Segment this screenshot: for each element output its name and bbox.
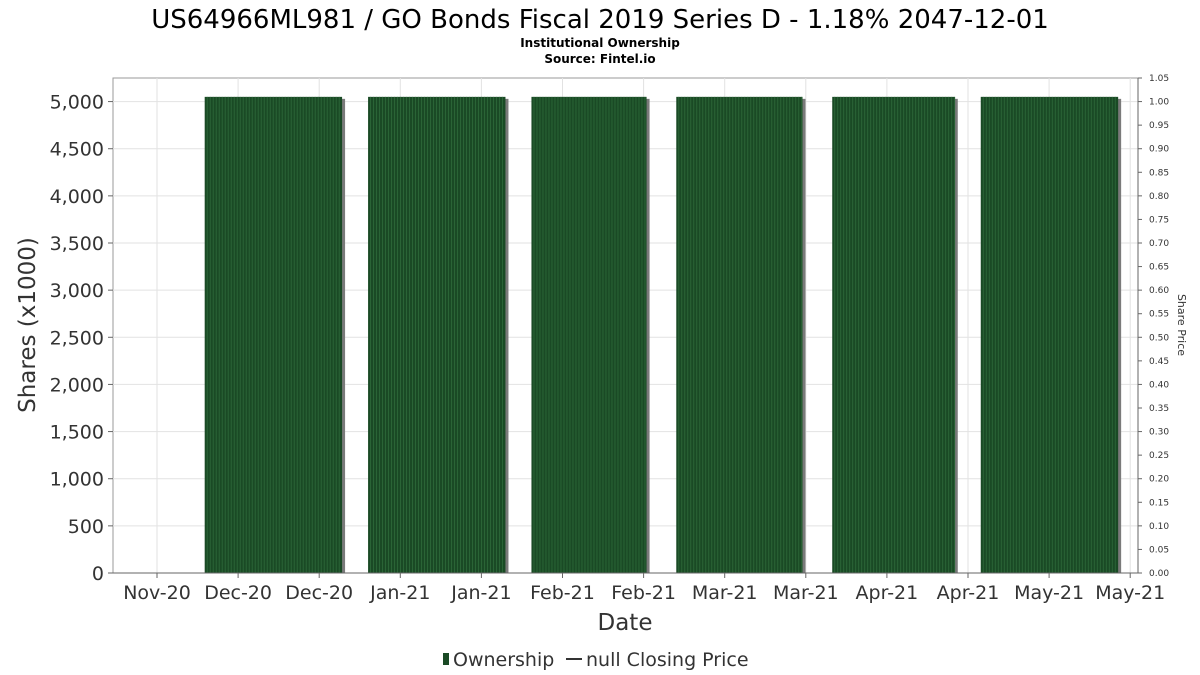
ownership-bar-stripes <box>834 96 956 573</box>
y2-tick-label: 0.35 <box>1149 404 1169 414</box>
y2-tick-label: 0.75 <box>1149 215 1169 225</box>
x-tick-label: May-21 <box>1095 582 1165 604</box>
y-axis-ticks: 0 500 1,000 1,500 2,000 2,500 3,000 3,500 4,000 4… <box>50 92 113 585</box>
y-tick-label: 2,500 <box>50 327 104 349</box>
y2-tick-label: 0.05 <box>1149 545 1169 555</box>
ownership-bar <box>531 96 647 573</box>
y2-tick-label: 0.55 <box>1149 310 1169 320</box>
x-tick-label: Jan-21 <box>369 582 430 604</box>
y-tick-label: 1,000 <box>50 469 104 491</box>
y-tick-label: 3,000 <box>50 280 104 302</box>
y-tick-label: 4,500 <box>50 139 104 161</box>
x-axis-label: Date <box>598 610 653 636</box>
secondary-y-axis-ticks: 0.00 0.05 0.10 0.15 0.20 0.25 0.30 0.35 0.40 0.45… <box>1138 74 1169 579</box>
y-tick-label: 5,000 <box>50 92 104 114</box>
x-tick-label: Feb-21 <box>611 582 676 604</box>
y2-tick-label: 0.30 <box>1149 428 1169 438</box>
y2-tick-label: 0.85 <box>1149 168 1169 178</box>
x-tick-label: May-21 <box>1014 582 1084 604</box>
y2-tick-label: 0.60 <box>1149 286 1169 296</box>
ownership-bar-stripes <box>370 96 503 573</box>
y2-tick-label: 0.80 <box>1149 192 1169 202</box>
x-tick-label: Feb-21 <box>530 582 595 604</box>
x-tick-label: Dec-20 <box>204 582 272 604</box>
ownership-bar-stripes <box>982 96 1116 573</box>
y2-tick-label: 0.25 <box>1149 451 1169 461</box>
y2-tick-label: 0.45 <box>1149 357 1169 367</box>
y-tick-label: 4,000 <box>50 186 104 208</box>
y2-tick-label: 0.00 <box>1149 569 1169 579</box>
y2-tick-label: 0.65 <box>1149 263 1169 273</box>
ownership-bar <box>676 96 803 573</box>
x-tick-label: Apr-21 <box>937 582 1000 604</box>
y-axis-label: Shares (x1000) <box>15 237 41 413</box>
legend-closing-price-label: null Closing Price <box>586 649 749 671</box>
y2-tick-label: 0.50 <box>1149 333 1169 343</box>
x-tick-label: Dec-20 <box>285 582 353 604</box>
y2-tick-label: 0.20 <box>1149 475 1169 485</box>
ownership-bar-stripes <box>678 96 803 573</box>
secondary-y-axis-label: Share Price <box>1175 294 1188 356</box>
y2-tick-label: 0.10 <box>1149 522 1169 532</box>
legend: Ownership null Closing Price <box>443 649 749 671</box>
legend-ownership-label: Ownership <box>453 649 554 671</box>
x-tick-label: Nov-20 <box>123 582 191 604</box>
y-tick-label: 0 <box>92 563 104 585</box>
chart-subtitle-line-2: Source: Fintel.io <box>544 52 655 66</box>
chart-subtitle-line-1: Institutional Ownership <box>520 36 680 50</box>
chart-title: US64966ML981 / GO Bonds Fiscal 2019 Seri… <box>151 5 1049 35</box>
x-tick-label: Mar-21 <box>692 582 758 604</box>
y2-tick-label: 0.70 <box>1149 239 1169 249</box>
legend-ownership-swatch <box>443 653 449 665</box>
x-tick-label: Mar-21 <box>773 582 839 604</box>
y2-tick-label: 0.15 <box>1149 498 1169 508</box>
y2-tick-label: 1.05 <box>1149 74 1169 84</box>
y2-tick-label: 1.00 <box>1149 98 1169 108</box>
y2-tick-label: 0.90 <box>1149 145 1169 155</box>
x-axis-ticks: Nov-20 Dec-20 Dec-20 Jan-21 Jan-21 Feb-21 Feb-… <box>123 573 1165 604</box>
x-tick-label: Apr-21 <box>856 582 919 604</box>
bars <box>204 96 1122 573</box>
y-tick-label: 500 <box>68 516 104 538</box>
y2-tick-label: 0.95 <box>1149 121 1169 131</box>
y2-tick-label: 0.40 <box>1149 380 1169 390</box>
y-tick-label: 3,500 <box>50 233 104 255</box>
x-tick-label: Jan-21 <box>450 582 511 604</box>
ownership-bar-stripes <box>533 96 646 573</box>
ownership-bar-stripes <box>206 96 340 573</box>
y-tick-label: 1,500 <box>50 422 104 444</box>
y-tick-label: 2,000 <box>50 374 104 396</box>
